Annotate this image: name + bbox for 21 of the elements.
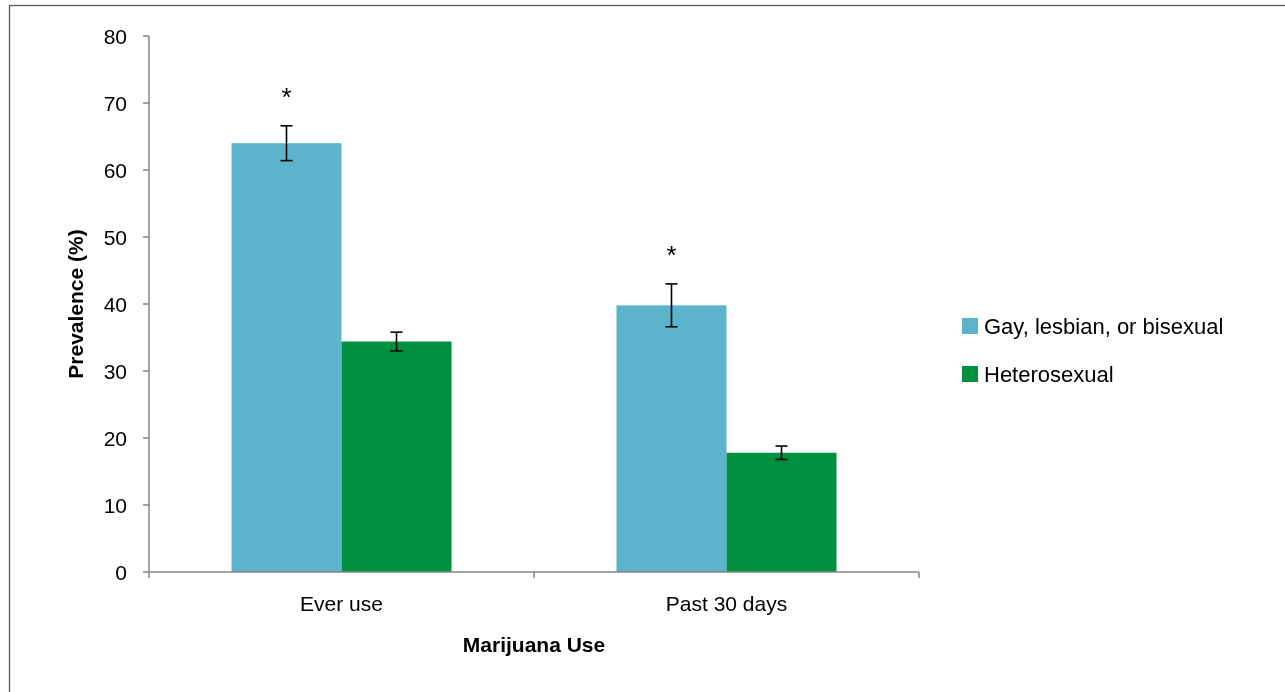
- y-tick-label: 20: [103, 426, 127, 450]
- y-tick-label: 50: [103, 225, 127, 249]
- bar: [341, 341, 452, 572]
- y-tick-label: 10: [103, 493, 127, 517]
- y-tick-label: 80: [103, 24, 127, 48]
- y-tick-label: 60: [103, 158, 127, 182]
- x-tick-label: Ever use: [300, 592, 383, 615]
- annotation: *: [281, 82, 292, 113]
- y-tick-label: 40: [103, 292, 127, 316]
- x-tick-label: Past 30 days: [665, 592, 788, 615]
- legend-label: Heterosexual: [984, 361, 1114, 387]
- y-tick-label: 70: [103, 91, 127, 115]
- bar: [726, 452, 837, 572]
- y-tick-label: 30: [103, 359, 127, 383]
- bar: [616, 305, 727, 572]
- y-tick-label: 0: [115, 560, 127, 584]
- annotation: *: [666, 240, 677, 271]
- y-axis-title: Prevalence (%): [63, 229, 87, 379]
- x-axis-title: Marijuana Use: [462, 633, 606, 656]
- legend-label: Gay, lesbian, or bisexual: [984, 313, 1224, 339]
- bar: [231, 143, 342, 572]
